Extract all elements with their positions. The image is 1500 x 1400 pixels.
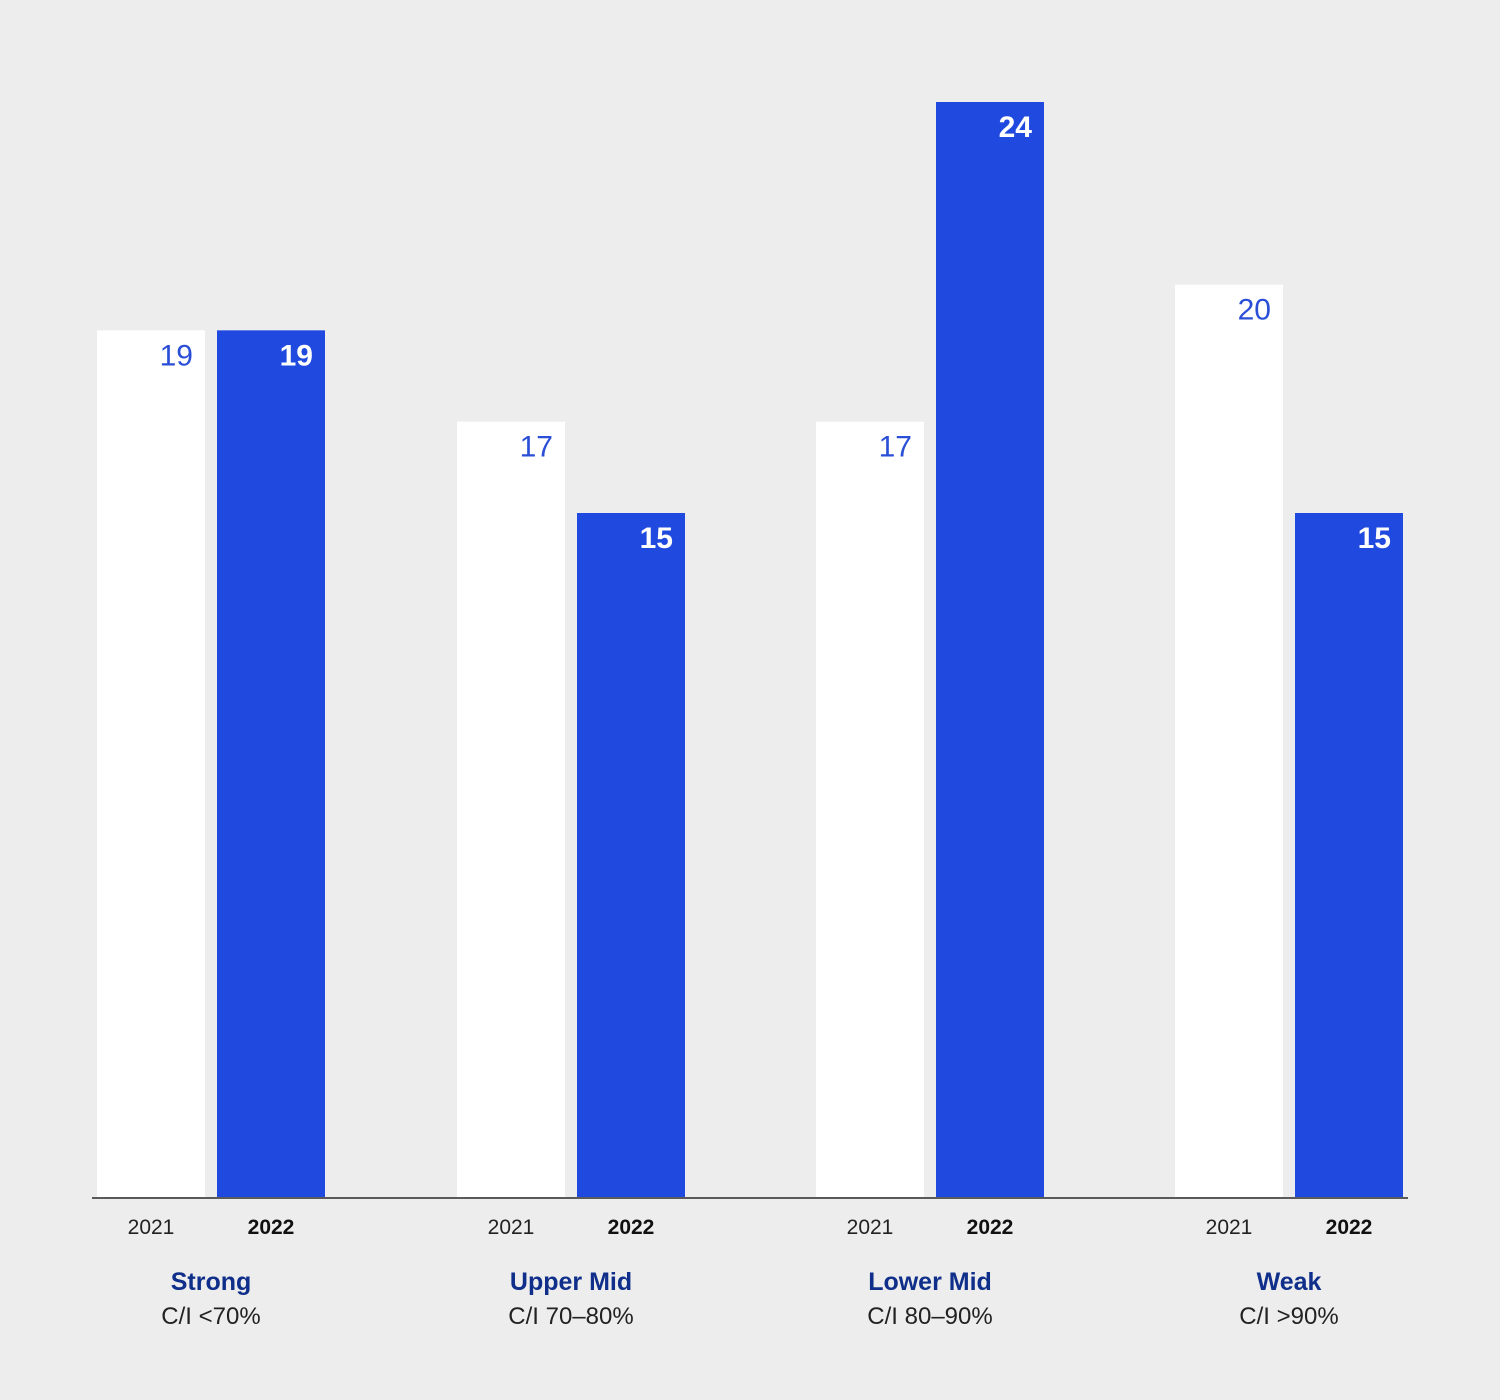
- value-label-weak-2022: 15: [1358, 522, 1391, 555]
- value-label-lower-mid-2021: 17: [879, 431, 912, 464]
- bar-weak-2021: [1175, 284, 1283, 1199]
- tick-label-strong-2021: 2021: [128, 1216, 175, 1239]
- category-title-strong: Strong: [171, 1268, 252, 1296]
- tick-label-upper-mid-2022: 2022: [608, 1216, 655, 1239]
- category-sublabel-weak: C/I >90%: [1239, 1303, 1338, 1330]
- bar-upper-mid-2022: [577, 513, 685, 1198]
- bar-strong-2022: [217, 330, 325, 1198]
- value-label-weak-2021: 20: [1238, 294, 1271, 327]
- value-label-strong-2022: 19: [280, 339, 313, 372]
- tick-label-lower-mid-2021: 2021: [847, 1216, 894, 1239]
- category-sublabel-strong: C/I <70%: [161, 1303, 260, 1330]
- bar-lower-mid-2022: [936, 102, 1044, 1198]
- category-sublabel-upper-mid: C/I 70–80%: [508, 1303, 633, 1330]
- tick-label-upper-mid-2021: 2021: [488, 1216, 535, 1239]
- category-title-lower-mid: Lower Mid: [868, 1268, 992, 1296]
- tick-label-weak-2021: 2021: [1206, 1216, 1253, 1239]
- category-title-upper-mid: Upper Mid: [510, 1268, 632, 1296]
- value-label-lower-mid-2022: 24: [999, 111, 1033, 144]
- category-title-weak: Weak: [1257, 1268, 1322, 1296]
- value-label-upper-mid-2021: 17: [520, 431, 553, 464]
- tick-label-strong-2022: 2022: [248, 1216, 295, 1239]
- bars-layer: [97, 102, 1403, 1199]
- bar-strong-2021: [97, 330, 205, 1198]
- value-label-strong-2021: 19: [160, 339, 193, 372]
- tick-label-weak-2022: 2022: [1326, 1216, 1373, 1239]
- bar-lower-mid-2021: [816, 421, 924, 1199]
- category-sublabel-lower-mid: C/I 80–90%: [867, 1303, 992, 1330]
- labels-layer: 19 2021 19 2022 Strong C/I <70% 17 2021 15 2022 Up…: [128, 111, 1391, 1330]
- bar-weak-2022: [1295, 513, 1403, 1198]
- value-label-upper-mid-2022: 15: [640, 522, 673, 555]
- bar-upper-mid-2021: [457, 421, 565, 1199]
- tick-label-lower-mid-2022: 2022: [967, 1216, 1014, 1239]
